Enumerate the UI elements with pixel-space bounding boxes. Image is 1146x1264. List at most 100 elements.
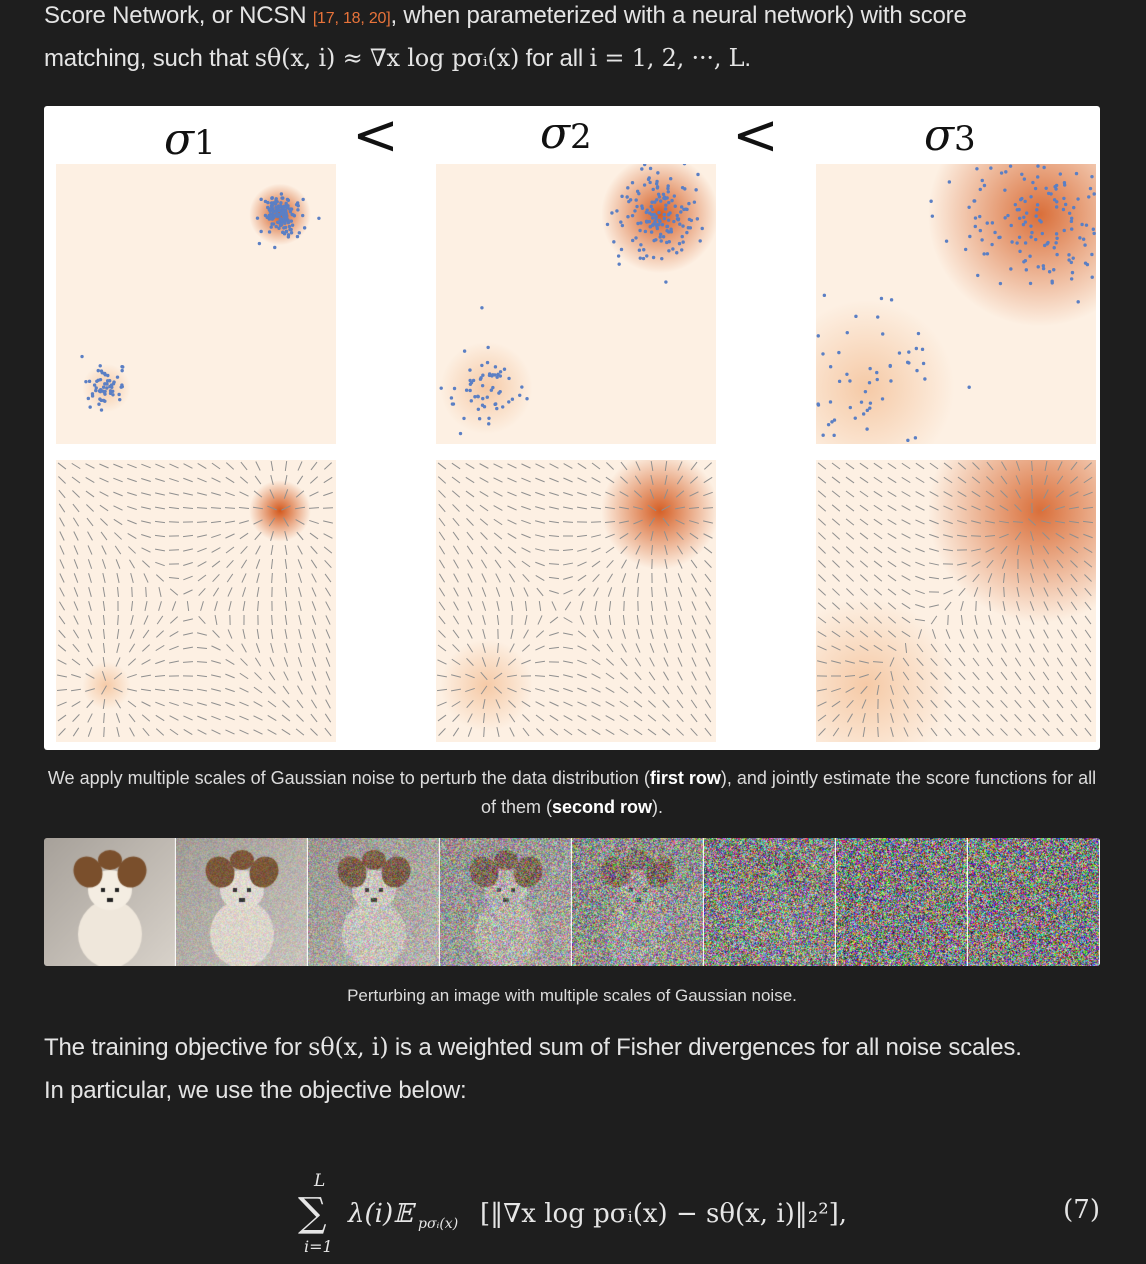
score-arrow xyxy=(480,671,488,681)
score-arrow xyxy=(563,728,573,736)
sample-point xyxy=(502,367,507,371)
sample-point xyxy=(647,219,652,224)
score-arrow xyxy=(169,463,179,469)
score-arrow xyxy=(535,506,545,510)
score-arrow xyxy=(1084,643,1092,653)
score-arrow xyxy=(200,601,204,611)
sample-point xyxy=(648,166,653,171)
score-arrow xyxy=(240,559,248,569)
sample-point xyxy=(688,226,693,230)
score-arrow xyxy=(507,519,517,525)
score-arrow xyxy=(691,573,697,583)
score-arrow xyxy=(847,727,853,737)
score-arrow xyxy=(438,615,446,625)
score-arrow xyxy=(859,645,869,651)
sample-point xyxy=(468,388,472,393)
score-arrow xyxy=(141,520,151,524)
score-arrow xyxy=(549,616,559,624)
score-arrow xyxy=(636,629,640,639)
score-arrow xyxy=(255,559,261,569)
score-arrow xyxy=(818,560,826,568)
score-arrow xyxy=(225,701,235,707)
score-arrow xyxy=(930,713,938,723)
score-arrow xyxy=(691,657,697,667)
score-arrow xyxy=(890,671,894,681)
sigma-1-label: σ1 xyxy=(164,114,216,165)
sample-point xyxy=(929,199,933,203)
score-arrow xyxy=(945,629,951,639)
sample-point xyxy=(692,200,697,204)
sample-point xyxy=(1022,177,1027,181)
score-arrow xyxy=(1029,587,1035,597)
score-arrow xyxy=(942,576,954,580)
score-arrow xyxy=(914,618,926,622)
score-arrow xyxy=(1043,643,1049,653)
score-arrow xyxy=(142,727,150,737)
score-arrow xyxy=(817,688,827,692)
score-arrow xyxy=(1000,545,1008,555)
major-mode-density xyxy=(601,164,716,274)
score-arrow xyxy=(239,532,249,540)
score-arrow xyxy=(606,643,614,653)
score-arrow xyxy=(1000,671,1008,681)
sample-point xyxy=(98,377,103,382)
score-arrow xyxy=(58,503,66,513)
score-arrow xyxy=(451,462,461,470)
sample-point xyxy=(654,238,658,242)
score-arrow xyxy=(438,728,446,736)
sample-point xyxy=(619,220,623,224)
sample-point xyxy=(520,385,524,389)
score-arrow xyxy=(311,615,317,625)
score-arrow xyxy=(831,462,841,470)
score-arrow xyxy=(268,686,276,694)
score-arrow xyxy=(846,699,854,709)
score-arrow xyxy=(1070,657,1078,667)
sample-point xyxy=(673,160,676,163)
score-arrow xyxy=(704,713,712,723)
score-arrow xyxy=(901,547,911,553)
sample-point xyxy=(1054,232,1059,236)
sample-point xyxy=(672,194,677,198)
score-arrow xyxy=(239,672,249,680)
score-arrow xyxy=(1030,573,1034,583)
score-arrow xyxy=(211,688,221,692)
score-arrow xyxy=(944,686,952,694)
score-arrow xyxy=(817,504,827,512)
score-arrow xyxy=(591,728,601,736)
score-arrow xyxy=(225,729,235,735)
score-arrow xyxy=(1056,685,1064,695)
score-arrow xyxy=(323,476,333,484)
sample-point xyxy=(944,239,949,243)
sample-point xyxy=(665,224,670,229)
score-arrow xyxy=(957,462,967,470)
figure1-caption: We apply multiple scales of Gaussian noi… xyxy=(47,768,1097,817)
score-arrow xyxy=(971,505,981,511)
sample-point xyxy=(1003,188,1007,192)
sample-point xyxy=(658,235,662,239)
score-arrow xyxy=(971,520,981,524)
sample-point xyxy=(120,368,124,373)
noisy-dog-tile xyxy=(968,838,1100,966)
citation-link[interactable]: [17, 18, 20] xyxy=(312,10,391,27)
equation-body: [‖∇x log pσᵢ(x) − sθ(x, i)‖₂²], xyxy=(480,1199,847,1229)
score-arrow xyxy=(649,657,655,667)
dog-photo-icon xyxy=(44,838,176,966)
sample-point xyxy=(491,385,495,390)
score-arrow xyxy=(281,728,291,736)
sample-point xyxy=(605,222,610,227)
score-arrow xyxy=(591,644,601,652)
score-arrow xyxy=(1002,600,1006,612)
major-mode-density xyxy=(928,460,1096,623)
score-arrow xyxy=(72,490,80,498)
sample-point xyxy=(620,223,625,228)
sample-point xyxy=(487,422,491,426)
score-arrow xyxy=(591,658,601,666)
score-arrow xyxy=(551,601,557,611)
score-arrow xyxy=(1001,629,1007,639)
sample-point xyxy=(668,177,673,181)
score-arrow xyxy=(1084,727,1092,737)
score-arrow xyxy=(225,491,235,497)
score-arrow xyxy=(297,545,303,555)
score-arrow xyxy=(887,532,897,540)
score-arrow xyxy=(901,476,911,484)
